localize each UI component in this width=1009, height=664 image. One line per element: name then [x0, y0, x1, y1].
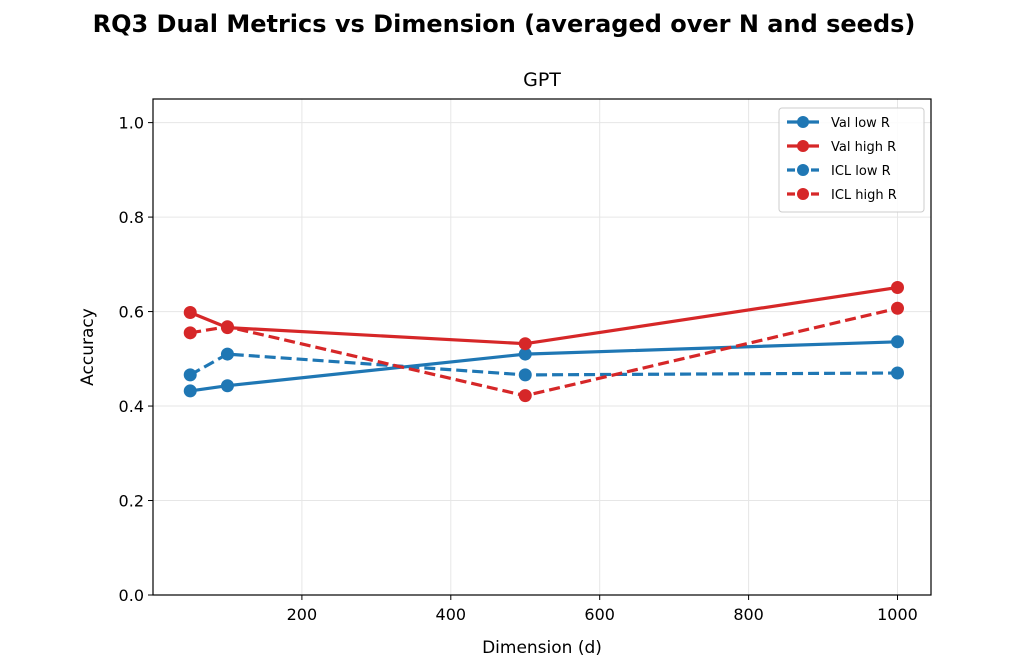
legend-marker-val-low-r [797, 116, 809, 128]
series-line-icl-low-r [189, 352, 898, 377]
legend-marker-val-high-r [797, 140, 809, 152]
legend-marker-icl-low-r [797, 164, 809, 176]
data-point-icl-high-r [220, 320, 234, 334]
x-tick-label: 800 [733, 605, 764, 624]
data-point-val-low-r [183, 384, 197, 398]
x-tick-label: 200 [287, 605, 318, 624]
legend: Val low R Val high R ICL low R ICL high R [778, 107, 925, 213]
y-tick-label: 1.0 [119, 114, 144, 133]
data-point-icl-high-r [890, 301, 904, 315]
data-point-val-high-r [518, 337, 532, 351]
legend-marker-icl-high-r [797, 188, 809, 200]
legend-frame [778, 107, 925, 213]
plot-series [183, 280, 904, 403]
y-tick-label: 0.4 [119, 397, 144, 416]
data-point-val-high-r [890, 280, 904, 294]
y-tick-label: 0.0 [119, 586, 144, 605]
data-point-icl-low-r [183, 368, 197, 382]
x-tick-label: 400 [436, 605, 467, 624]
legend-label-icl-high-r: ICL high R [831, 188, 897, 203]
series-line-val-low-r [189, 340, 898, 393]
data-point-val-low-r [220, 379, 234, 393]
chart-title: GPT [523, 69, 561, 91]
plot-frame [152, 98, 932, 596]
data-point-val-low-r [518, 347, 532, 361]
data-point-val-low-r [890, 335, 904, 349]
data-point-icl-high-r [518, 389, 532, 403]
legend-label-val-high-r: Val high R [831, 140, 896, 155]
data-point-icl-low-r [220, 347, 234, 361]
y-tick-label: 0.6 [119, 303, 144, 322]
x-axis-label: Dimension (d) [482, 638, 602, 658]
y-axis-label: Accuracy [78, 308, 98, 386]
data-point-icl-low-r [890, 366, 904, 380]
legend-label-val-low-r: Val low R [831, 116, 890, 131]
x-tick-label: 600 [584, 605, 615, 624]
figure-suptitle: RQ3 Dual Metrics vs Dimension (averaged … [93, 10, 916, 38]
series-line-icl-high-r [189, 306, 898, 398]
data-point-val-high-r [183, 306, 197, 320]
x-tick-label: 1000 [877, 605, 918, 624]
legend-label-icl-low-r: ICL low R [831, 164, 891, 179]
data-point-icl-low-r [518, 368, 532, 382]
y-tick-label: 0.2 [119, 492, 144, 511]
series-line-val-high-r [189, 285, 898, 346]
axis-ticks: 200 400 600 800 1000 0.0 0.2 0.4 0.6 0.8 1.0 [119, 114, 918, 624]
data-point-icl-high-r [183, 326, 197, 340]
y-tick-label: 0.8 [119, 208, 144, 227]
